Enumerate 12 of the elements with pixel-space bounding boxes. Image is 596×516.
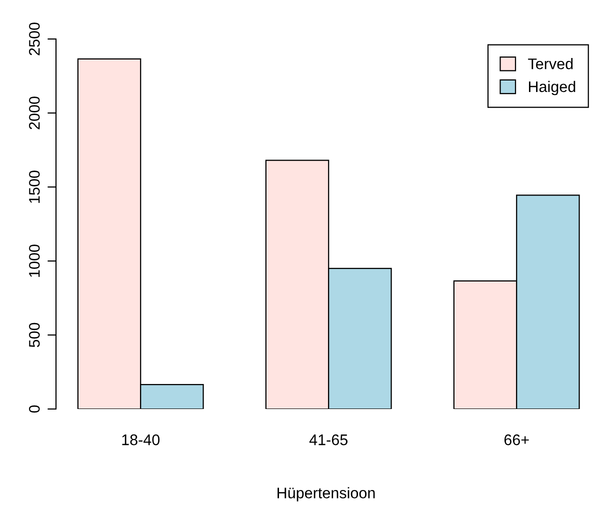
- x-axis-title: Hüpertensioon: [278, 487, 375, 502]
- x-tick-label: 41-65: [309, 434, 348, 446]
- y-tick-label: 500: [28, 322, 40, 348]
- x-tick-label: 66+: [504, 434, 529, 446]
- y-tick-label: 1000: [28, 244, 40, 277]
- legend-label: Terved: [528, 58, 573, 70]
- legend-label: Haiged: [528, 80, 576, 96]
- y-tick-label: 0: [28, 405, 40, 413]
- y-tick-label: 1500: [28, 170, 40, 203]
- x-tick-label: 18-40: [122, 434, 160, 446]
- y-tick-label: 2500: [28, 22, 40, 56]
- y-tick-label: 2000: [28, 96, 40, 130]
